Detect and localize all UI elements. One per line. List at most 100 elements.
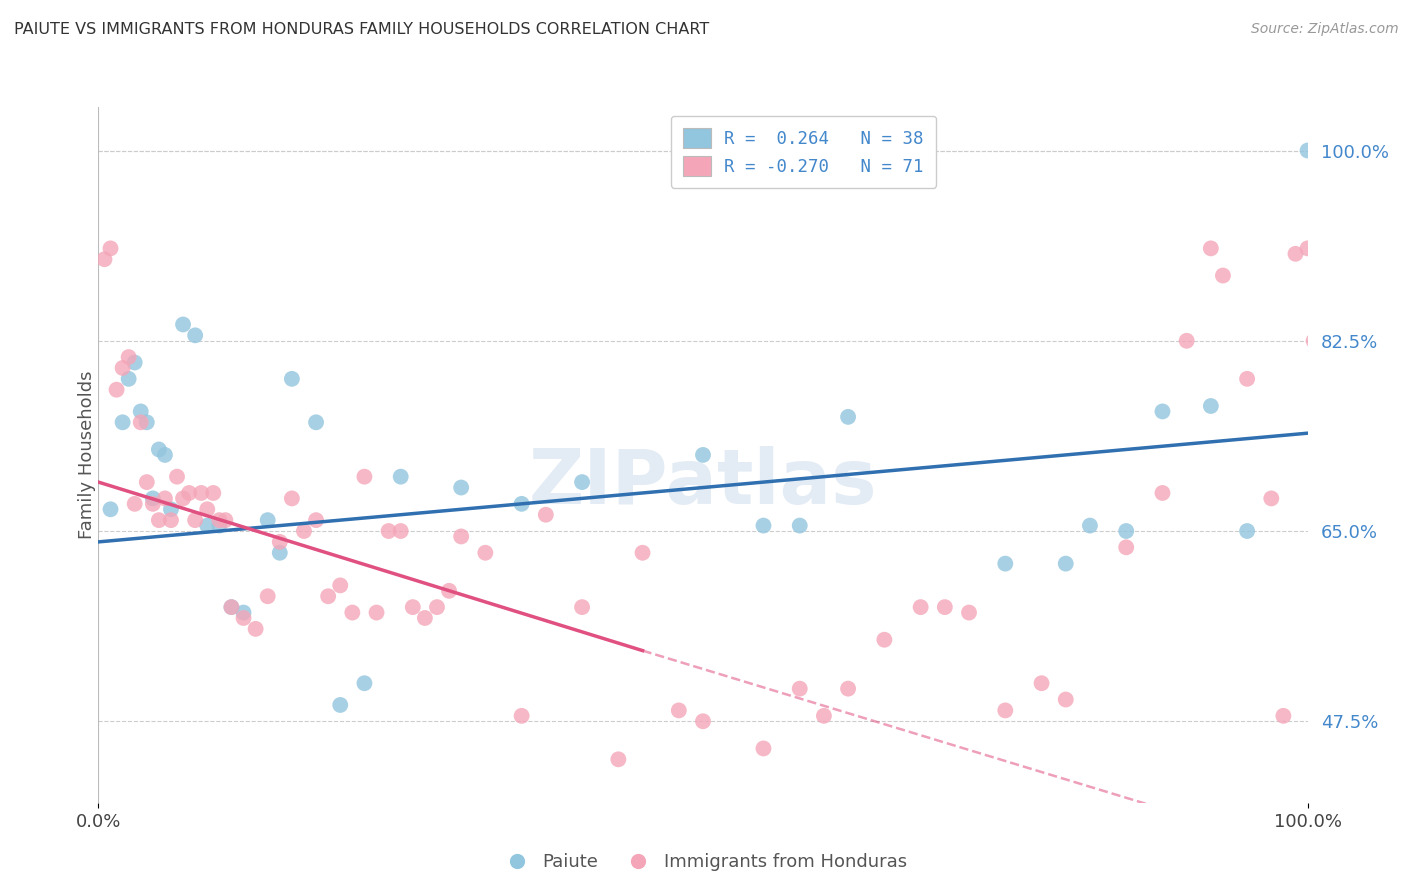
Point (245, 622, 267, 636)
Point (957, 606, 980, 620)
Point (118, 350, 141, 364)
Point (813, 709, 835, 723)
Point (195, 518, 218, 533)
Point (571, 600, 593, 615)
Point (1236, 524, 1258, 538)
Point (269, 546, 291, 560)
Point (153, 491, 176, 506)
Point (389, 524, 412, 538)
Point (172, 491, 194, 506)
Point (426, 600, 449, 615)
Point (450, 481, 472, 495)
Point (342, 606, 364, 620)
Legend: R =  0.264   N = 38, R = -0.270   N = 71: R = 0.264 N = 38, R = -0.270 N = 71 (671, 116, 936, 188)
Point (100, 241, 122, 255)
Point (148, 442, 170, 457)
Point (437, 583, 460, 598)
Point (837, 681, 859, 696)
Legend: Paiute, Immigrants from Honduras: Paiute, Immigrants from Honduras (492, 847, 914, 879)
Point (166, 469, 188, 483)
Point (281, 372, 304, 386)
Point (195, 502, 218, 516)
Text: PAIUTE VS IMMIGRANTS FROM HONDURAS FAMILY HOUSEHOLDS CORRELATION CHART: PAIUTE VS IMMIGRANTS FROM HONDURAS FAMIL… (14, 22, 709, 37)
Point (1302, 334, 1324, 348)
Point (184, 513, 207, 527)
Point (366, 606, 388, 620)
Point (1152, 486, 1174, 500)
Point (256, 589, 278, 603)
Point (1175, 334, 1198, 348)
Point (124, 355, 146, 369)
Point (172, 318, 194, 332)
Point (353, 676, 375, 690)
Point (994, 703, 1017, 717)
Point (214, 513, 236, 527)
Point (142, 491, 165, 506)
Point (232, 606, 254, 620)
Point (413, 611, 436, 625)
Point (208, 518, 231, 533)
Point (160, 513, 183, 527)
Point (105, 383, 128, 397)
Point (93, 252, 115, 267)
Point (534, 508, 557, 522)
Point (752, 518, 775, 533)
Point (160, 502, 183, 516)
Point (221, 600, 243, 615)
Point (752, 741, 775, 756)
Point (692, 448, 714, 462)
Point (1199, 399, 1222, 413)
Y-axis label: Family Households: Family Households (79, 371, 96, 539)
Point (668, 703, 690, 717)
Point (221, 600, 243, 615)
Point (389, 469, 412, 483)
Point (329, 698, 352, 712)
Point (474, 546, 496, 560)
Point (837, 409, 859, 424)
Point (281, 491, 304, 506)
Point (202, 486, 225, 500)
Point (789, 518, 811, 533)
Point (1296, 241, 1319, 255)
Point (111, 415, 134, 429)
Point (789, 681, 811, 696)
Point (142, 497, 165, 511)
Point (571, 475, 593, 489)
Point (329, 578, 352, 592)
Point (402, 600, 425, 615)
Point (184, 328, 207, 343)
Point (873, 632, 896, 647)
Point (1272, 709, 1295, 723)
Point (1260, 491, 1282, 506)
Point (100, 502, 122, 516)
Point (124, 497, 146, 511)
Text: Source: ZipAtlas.com: Source: ZipAtlas.com (1251, 22, 1399, 37)
Point (135, 415, 157, 429)
Point (208, 513, 231, 527)
Point (692, 714, 714, 729)
Point (1199, 241, 1222, 255)
Point (377, 524, 399, 538)
Point (353, 469, 375, 483)
Point (118, 372, 141, 386)
Point (111, 361, 134, 376)
Point (305, 415, 328, 429)
Point (510, 497, 533, 511)
Point (129, 415, 152, 429)
Point (135, 475, 157, 489)
Point (510, 709, 533, 723)
Point (934, 600, 956, 615)
Point (994, 557, 1017, 571)
Point (179, 486, 201, 500)
Point (153, 448, 176, 462)
Point (1054, 692, 1077, 706)
Point (1296, 144, 1319, 158)
Point (607, 752, 630, 766)
Point (1115, 541, 1137, 555)
Point (1078, 518, 1101, 533)
Point (129, 404, 152, 418)
Point (1212, 268, 1234, 283)
Point (1054, 557, 1077, 571)
Point (1152, 404, 1174, 418)
Text: ZIPatlas: ZIPatlas (529, 446, 877, 520)
